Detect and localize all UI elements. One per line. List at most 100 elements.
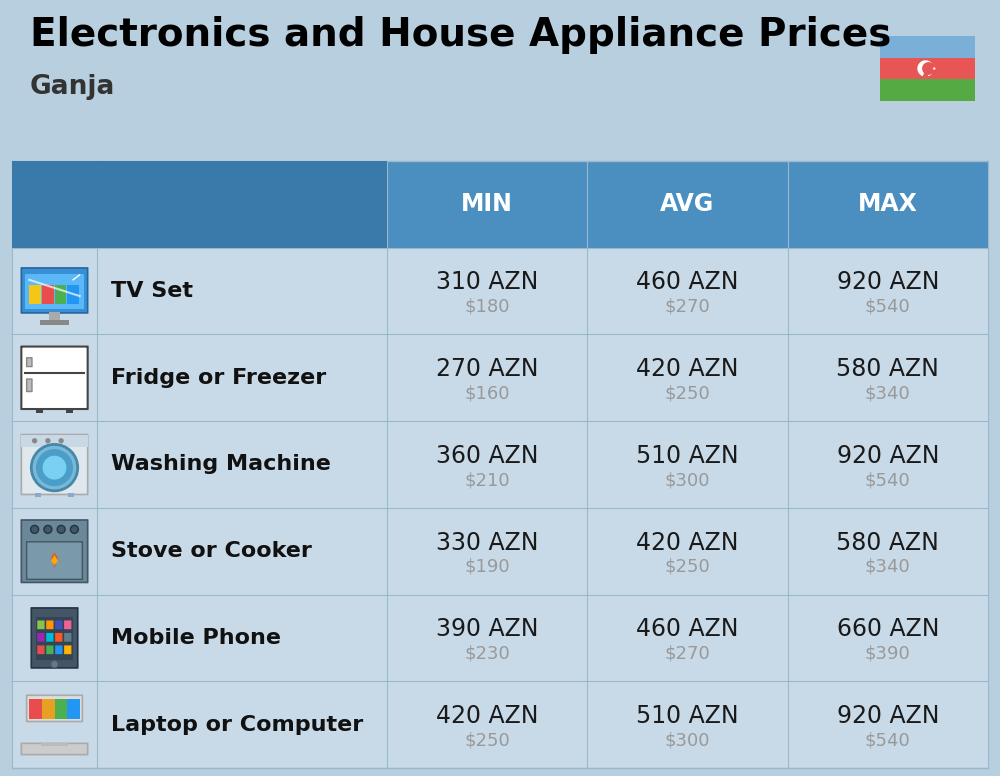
Text: 270 AZN: 270 AZN (436, 357, 538, 381)
Text: $340: $340 (865, 384, 911, 403)
FancyBboxPatch shape (54, 699, 67, 719)
Circle shape (45, 438, 51, 443)
Text: $340: $340 (865, 558, 911, 576)
FancyBboxPatch shape (12, 161, 988, 248)
Text: $540: $540 (865, 471, 911, 489)
Text: 420 AZN: 420 AZN (436, 704, 538, 728)
FancyBboxPatch shape (49, 312, 60, 322)
FancyBboxPatch shape (29, 699, 42, 719)
FancyBboxPatch shape (12, 681, 988, 768)
FancyBboxPatch shape (29, 285, 41, 303)
Text: 310 AZN: 310 AZN (436, 270, 538, 294)
Circle shape (58, 438, 64, 443)
Circle shape (44, 525, 52, 533)
Text: Mobile Phone: Mobile Phone (111, 628, 281, 648)
FancyBboxPatch shape (64, 621, 71, 629)
Text: $210: $210 (464, 471, 510, 489)
Text: $230: $230 (464, 645, 510, 663)
FancyBboxPatch shape (67, 699, 80, 719)
Circle shape (43, 456, 66, 480)
FancyBboxPatch shape (12, 594, 988, 681)
Text: $190: $190 (464, 558, 510, 576)
FancyBboxPatch shape (42, 285, 54, 303)
Text: $300: $300 (665, 471, 710, 489)
FancyBboxPatch shape (880, 57, 975, 79)
Text: 360 AZN: 360 AZN (436, 444, 538, 468)
Text: $180: $180 (464, 298, 510, 316)
Text: 460 AZN: 460 AZN (636, 617, 739, 641)
Polygon shape (51, 555, 58, 565)
Text: $540: $540 (865, 731, 911, 750)
Circle shape (36, 449, 73, 487)
Text: Ganja: Ganja (30, 74, 115, 100)
FancyBboxPatch shape (55, 633, 62, 642)
FancyBboxPatch shape (21, 520, 88, 583)
FancyBboxPatch shape (27, 379, 32, 392)
Text: 460 AZN: 460 AZN (636, 270, 739, 294)
Text: 330 AZN: 330 AZN (436, 531, 538, 555)
Text: 660 AZN: 660 AZN (837, 617, 939, 641)
FancyBboxPatch shape (31, 608, 78, 668)
Text: 920 AZN: 920 AZN (837, 444, 939, 468)
FancyBboxPatch shape (12, 421, 988, 508)
Text: AVG: AVG (660, 192, 715, 217)
FancyBboxPatch shape (37, 621, 45, 629)
Circle shape (31, 445, 78, 491)
FancyBboxPatch shape (27, 542, 82, 580)
FancyBboxPatch shape (42, 699, 54, 719)
FancyBboxPatch shape (66, 408, 73, 413)
Text: $250: $250 (665, 384, 710, 403)
Wedge shape (917, 61, 934, 76)
FancyBboxPatch shape (40, 320, 69, 325)
FancyBboxPatch shape (46, 646, 54, 654)
FancyBboxPatch shape (880, 36, 975, 57)
FancyBboxPatch shape (21, 435, 88, 447)
Text: MIN: MIN (461, 192, 513, 217)
Text: $250: $250 (665, 558, 710, 576)
Text: 580 AZN: 580 AZN (836, 531, 939, 555)
Text: $270: $270 (665, 298, 710, 316)
Circle shape (51, 660, 58, 668)
Text: 580 AZN: 580 AZN (836, 357, 939, 381)
Text: MAX: MAX (858, 192, 918, 217)
FancyBboxPatch shape (46, 621, 54, 629)
Text: 420 AZN: 420 AZN (636, 357, 739, 381)
FancyBboxPatch shape (36, 618, 73, 660)
Text: Fridge or Freezer: Fridge or Freezer (111, 368, 326, 388)
FancyBboxPatch shape (41, 743, 68, 746)
Text: $300: $300 (665, 731, 710, 750)
FancyBboxPatch shape (21, 347, 88, 409)
FancyBboxPatch shape (46, 633, 54, 642)
FancyBboxPatch shape (21, 268, 88, 313)
Text: Laptop or Computer: Laptop or Computer (111, 715, 363, 735)
FancyBboxPatch shape (35, 494, 41, 497)
Text: 420 AZN: 420 AZN (636, 531, 739, 555)
FancyBboxPatch shape (12, 508, 988, 594)
FancyBboxPatch shape (36, 408, 43, 413)
Text: $390: $390 (865, 645, 911, 663)
Text: Electronics and House Appliance Prices: Electronics and House Appliance Prices (30, 16, 891, 54)
FancyBboxPatch shape (54, 285, 66, 303)
Text: 920 AZN: 920 AZN (837, 270, 939, 294)
FancyBboxPatch shape (27, 695, 82, 722)
Text: TV Set: TV Set (111, 281, 193, 301)
FancyBboxPatch shape (37, 646, 45, 654)
Text: 920 AZN: 920 AZN (837, 704, 939, 728)
Circle shape (922, 62, 935, 75)
Text: Stove or Cooker: Stove or Cooker (111, 541, 312, 561)
Text: 390 AZN: 390 AZN (436, 617, 538, 641)
Text: $250: $250 (464, 731, 510, 750)
Circle shape (57, 525, 65, 533)
Text: 510 AZN: 510 AZN (636, 444, 739, 468)
FancyBboxPatch shape (12, 161, 387, 248)
FancyBboxPatch shape (12, 248, 988, 334)
FancyBboxPatch shape (67, 285, 79, 303)
FancyBboxPatch shape (68, 494, 74, 497)
Text: $160: $160 (464, 384, 510, 403)
Text: Washing Machine: Washing Machine (111, 455, 331, 474)
Text: $270: $270 (665, 645, 710, 663)
FancyBboxPatch shape (21, 743, 88, 754)
FancyBboxPatch shape (64, 633, 71, 642)
FancyBboxPatch shape (55, 646, 62, 654)
FancyBboxPatch shape (37, 633, 45, 642)
